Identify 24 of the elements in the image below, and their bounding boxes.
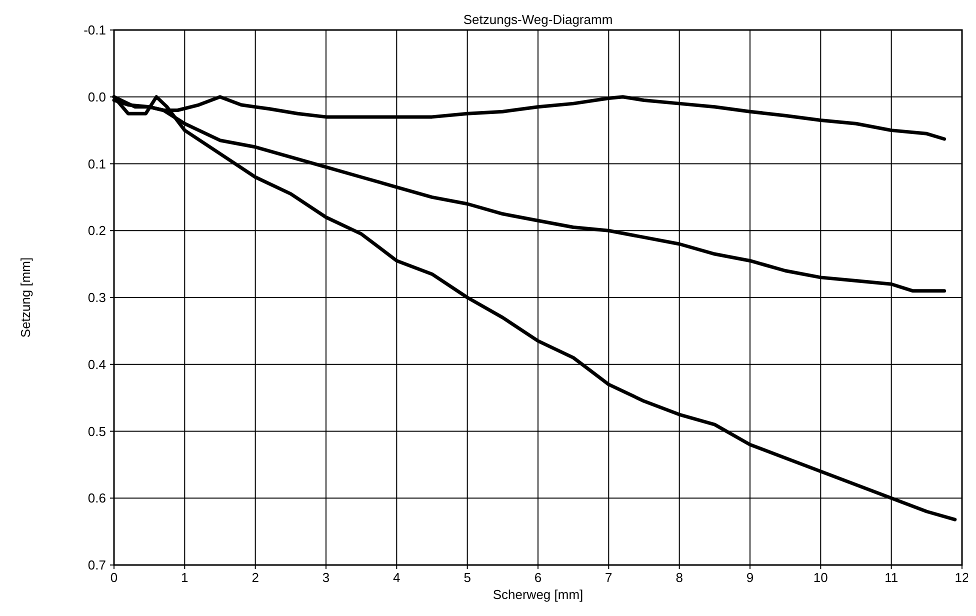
y-tick-label: 0.6 [88,490,106,506]
x-tick-label: 6 [534,570,542,585]
x-tick-label: 10 [813,570,828,585]
x-tick-label: 9 [746,570,754,585]
x-tick-label: 3 [322,570,330,585]
x-tick-label: 8 [676,570,683,585]
chart-title: Setzungs-Weg-Diagramm [463,12,613,27]
y-tick-label: 0.2 [88,223,106,238]
x-tick-label: 2 [252,570,259,585]
x-tick-label: 11 [884,570,898,585]
y-tick-label: 0.0 [88,89,106,104]
y-tick-label: 0.3 [88,290,106,306]
x-axis-title: Scherweg [mm] [492,587,584,602]
x-tick-label: 1 [181,570,188,585]
y-tick-label: -0.1 [84,22,106,38]
x-tick-label: 0 [110,570,118,585]
y-tick-label: 0.7 [88,558,106,573]
y-tick-label: 0.4 [88,356,106,372]
y-tick-label: 0.1 [88,156,106,172]
x-tick-label: 4 [393,570,400,585]
y-axis-title: Setzung [mm] [18,257,33,338]
x-tick-label: 7 [605,570,612,585]
x-tick-label: 5 [464,570,471,585]
y-tick-label: 0.5 [88,424,106,439]
